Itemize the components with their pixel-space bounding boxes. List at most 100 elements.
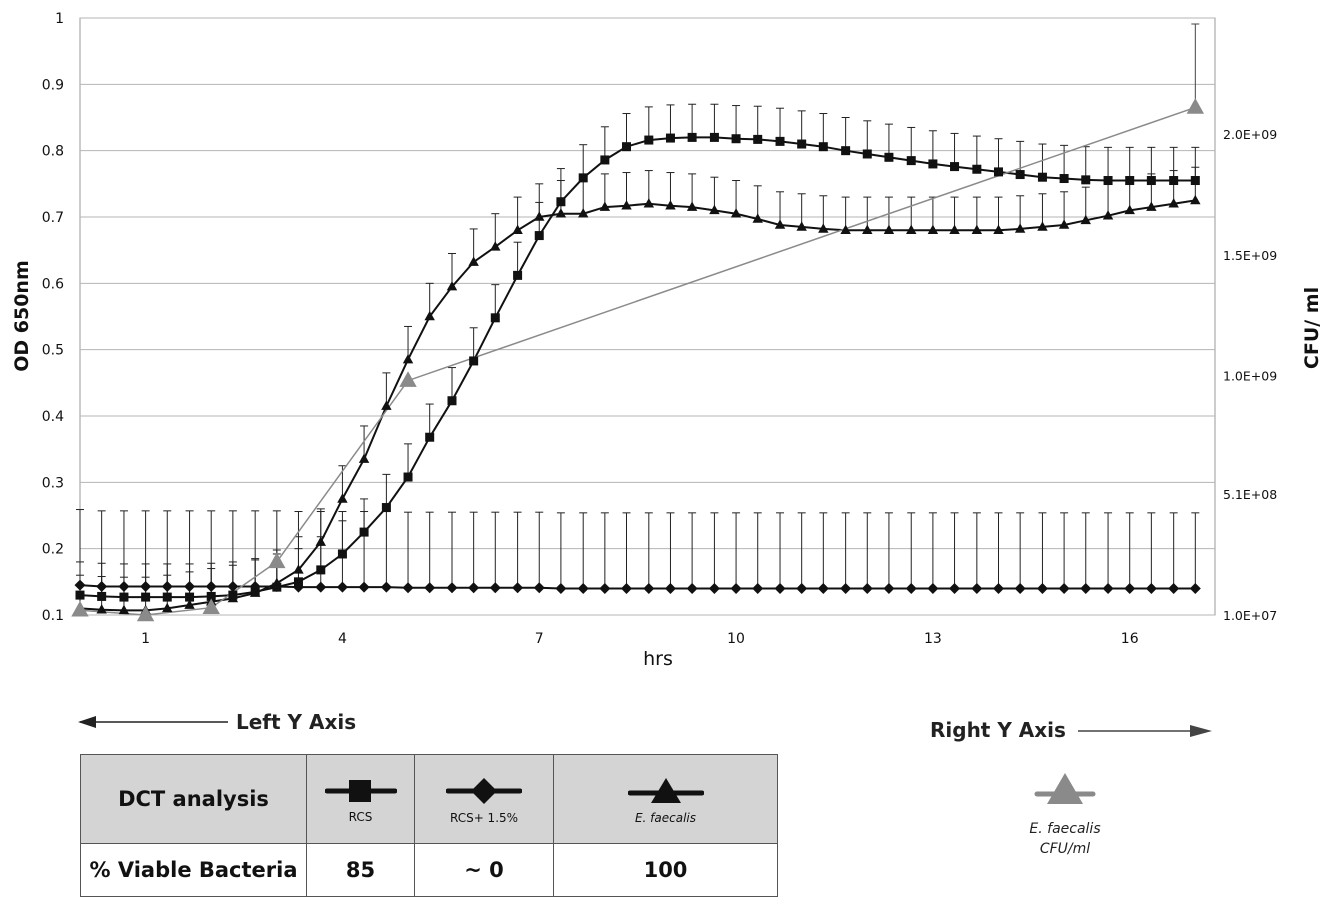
triangle-marker	[709, 204, 720, 215]
triangle-marker	[752, 213, 763, 223]
triangle-marker	[621, 200, 632, 210]
triangle-marker	[599, 201, 611, 211]
series-line	[79, 106, 1196, 616]
diamond-marker	[446, 582, 458, 594]
y-left-tick-label: 0.7	[42, 210, 64, 226]
square-marker	[469, 356, 479, 366]
cfu-legend-line1: E. faecalis	[1029, 821, 1101, 837]
triangle-marker	[512, 224, 523, 235]
diamond-marker	[140, 580, 152, 592]
triangle-marker	[774, 219, 786, 229]
square-marker	[797, 139, 807, 149]
diamond-marker	[643, 582, 655, 594]
diamond-marker	[752, 582, 764, 594]
diamond-marker	[424, 582, 436, 594]
value-ef: 100	[643, 858, 688, 882]
triangle-marker	[796, 221, 807, 231]
y-left-tick-label: 0.2	[42, 542, 64, 558]
value-cell-ef: 100	[553, 843, 778, 897]
diamond-marker	[664, 582, 676, 594]
diamond-marker	[74, 579, 86, 591]
diamond-marker	[533, 582, 545, 594]
triangle-marker	[249, 587, 261, 597]
triangle-marker	[271, 577, 283, 587]
diamond-marker	[840, 582, 852, 594]
square-marker	[928, 159, 938, 169]
square-marker	[381, 503, 391, 513]
triangle-marker	[268, 552, 286, 569]
y-right-tick-label: 5.1E+08	[1223, 487, 1277, 502]
y-right-tick-label: 2.0E+09	[1223, 127, 1277, 142]
square-marker	[709, 132, 719, 142]
y-right-tick-label: 1.0E+07	[1223, 608, 1277, 623]
triangle-marker	[202, 598, 220, 615]
square-marker	[1081, 175, 1091, 185]
diamond-marker	[1102, 582, 1114, 594]
square-marker	[622, 142, 632, 152]
dct-legend-table: DCT analysis RCS RCS+ 1.5%	[80, 754, 778, 897]
triangle-marker	[424, 310, 435, 321]
triangle-marker	[883, 224, 895, 235]
square-marker	[316, 565, 326, 575]
square-marker	[950, 162, 960, 172]
gridlines	[80, 17, 1215, 616]
square-marker	[337, 549, 347, 559]
triangle-marker	[927, 224, 939, 235]
diamond-marker	[118, 580, 130, 592]
square-marker	[1103, 176, 1113, 186]
square-marker	[687, 132, 697, 142]
diamond-marker	[883, 582, 895, 594]
diamond-marker	[1014, 582, 1026, 594]
diamond-marker	[817, 582, 829, 594]
triangle-marker	[315, 536, 326, 546]
triangle-marker	[136, 605, 155, 622]
y-left-tick-label: 0.8	[42, 144, 64, 160]
square-marker	[841, 146, 851, 156]
diamond-marker	[380, 581, 392, 593]
diamond-marker	[971, 582, 983, 594]
value-cell-rcs: 85	[306, 843, 415, 897]
x-tick-label: 1	[141, 631, 150, 647]
square-marker	[1146, 176, 1156, 186]
diamond-marker	[227, 580, 239, 592]
square-marker	[1190, 176, 1200, 186]
triangle-marker	[71, 600, 89, 617]
triangle-marker	[534, 211, 545, 221]
triangle-marker	[971, 224, 983, 235]
x-tick-label: 7	[535, 631, 544, 647]
square-marker	[775, 136, 785, 146]
diamond-marker	[1080, 582, 1092, 594]
x-tick-label: 4	[338, 631, 347, 647]
series-line	[79, 584, 1196, 590]
x-tick-label: 10	[727, 631, 745, 647]
diamond-marker	[358, 581, 370, 593]
triangle-marker	[96, 604, 107, 614]
diamond-marker	[949, 582, 961, 594]
series-markers	[71, 98, 1205, 622]
triangle-marker	[358, 453, 370, 463]
diamond-marker	[992, 582, 1004, 594]
triangle-marker	[1190, 194, 1201, 205]
right-axis-ticks: 1.0E+07 5.1E+08 1.0E+09 1.5E+09 2.0E+09	[1223, 127, 1277, 623]
triangle-marker	[818, 223, 829, 233]
value-rcs-15: ~ 0	[464, 858, 504, 882]
right-axis-title: CFU/ ml	[1301, 287, 1323, 369]
series-line	[79, 136, 1196, 599]
right-axis-arrow-icon	[1078, 725, 1212, 737]
diamond-marker	[555, 582, 567, 594]
legend-label-rcs: RCS	[348, 810, 373, 824]
square-marker	[600, 155, 610, 165]
legend-header-title-cell: DCT analysis	[80, 754, 307, 844]
y-left-tick-label: 0.5	[42, 343, 64, 359]
x-axis-title: hrs	[643, 648, 673, 670]
triangle-marker	[1037, 221, 1048, 231]
square-marker	[119, 592, 129, 602]
legend-cell-rcs-15: RCS+ 1.5%	[414, 754, 554, 844]
diamond-marker	[599, 582, 611, 594]
right-axis-label: Right Y Axis	[930, 718, 1066, 742]
triangle-marker	[555, 208, 567, 218]
triangle-marker	[446, 281, 458, 291]
left-axis-label: Left Y Axis	[236, 710, 357, 734]
left-axis-title: OD 650nm	[11, 260, 33, 372]
